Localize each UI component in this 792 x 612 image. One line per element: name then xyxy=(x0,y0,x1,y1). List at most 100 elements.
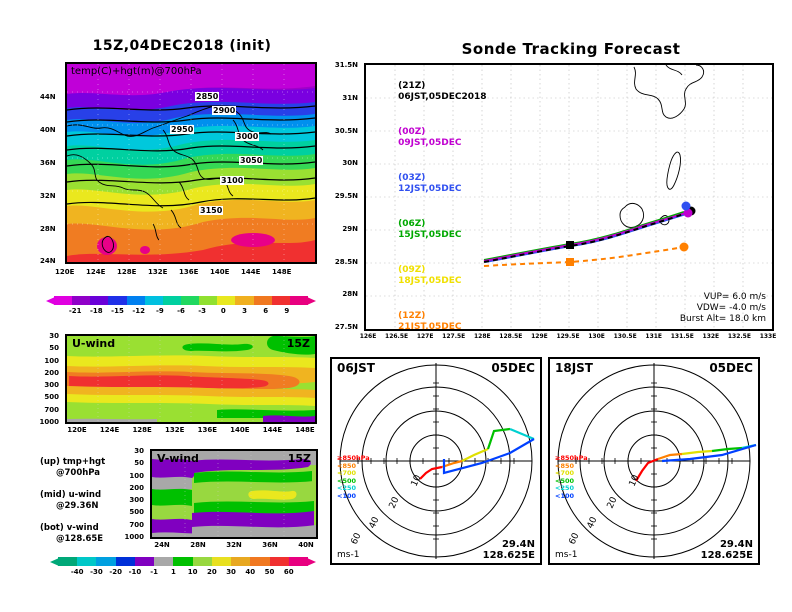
upper-left-lat-tick: 32N xyxy=(40,192,56,200)
colorbar-tick: -10 xyxy=(128,568,142,576)
upper-left-field-label: temp(C)+hgt(m)@700hPa xyxy=(71,66,202,77)
temperature-colorbar xyxy=(46,296,316,306)
sonde-lat-tick: 30.5N xyxy=(334,126,358,135)
v-wind-lat-tick: 28N xyxy=(190,541,206,549)
hodograph-legend-item: <500 xyxy=(555,476,575,485)
hodograph-legend-item: <500 xyxy=(337,476,357,485)
legend-row: (09Z) 18JST,05DEC xyxy=(373,253,487,299)
legend-code: (12Z) xyxy=(398,310,426,321)
legend-row: (06Z) 15JST,05DEC xyxy=(373,207,487,253)
sonde-lon-tick: 126E xyxy=(359,333,377,340)
upper-left-map-frame: temp(C)+hgt(m)@700hPa 2850 2900 2950 300… xyxy=(65,62,317,264)
colorbar-tick: 30 xyxy=(226,568,236,576)
colorbar-segment xyxy=(108,296,127,305)
upper-left-lon-tick: 148E xyxy=(272,268,292,276)
hodograph-left-date: 05DEC xyxy=(491,361,535,375)
svg-text:10: 10 xyxy=(410,473,424,488)
hodograph-left-legend: ≥850hPa <850 <700 <500 <250 <100 xyxy=(337,454,370,500)
hodograph-left-location: 29.4N 128.625E xyxy=(483,539,535,561)
u-wind-lon-tick: 132E xyxy=(165,426,185,434)
v-wind-lat-tick: 24N xyxy=(154,541,170,549)
u-wind-pressure-tick: 500 xyxy=(44,393,59,402)
caption-up-line1: (up) tmp+hgt xyxy=(40,457,106,467)
colorbar-segment xyxy=(250,557,270,566)
upper-left-lat-tick: 36N xyxy=(40,159,56,167)
colorbar-tick: -3 xyxy=(198,307,207,315)
upper-left-lon-tick: 120E xyxy=(55,268,75,276)
colorbar-segment xyxy=(154,557,174,566)
sonde-lat-tick: 31.5N xyxy=(334,61,358,69)
annotation-vup: VUP= 6.0 m/s xyxy=(703,292,766,302)
upper-left-lat-tick: 24N xyxy=(40,257,56,265)
v-wind-lat-tick: 40N xyxy=(298,541,314,549)
u-wind-lon-tick: 124E xyxy=(99,426,120,434)
hodograph-legend-item: <250 xyxy=(337,484,357,492)
contour-label: 3150 xyxy=(199,206,224,215)
caption-bot: (bot) v-wind @128.65E xyxy=(40,523,150,545)
legend-code: (09Z) xyxy=(398,264,426,275)
colorbar-segment xyxy=(115,557,135,566)
colorbar-segment xyxy=(192,557,212,566)
hodograph-left-time: 06JST xyxy=(337,361,375,375)
u-wind-pressure-tick: 300 xyxy=(44,381,59,390)
sonde-lon-tick: 131.5E xyxy=(670,333,694,340)
colorbar-tick: -30 xyxy=(90,568,103,576)
sonde-lat-tick: 29.5N xyxy=(334,192,358,200)
v-wind-pressure-tick: 200 xyxy=(129,483,144,492)
hodograph-legend-item: ≥850hPa xyxy=(337,454,370,462)
hodograph-left-unit: ms-1 xyxy=(337,550,360,560)
colorbar-tick: 10 xyxy=(187,568,198,576)
legend-row: (12Z) 21JST,05DEC xyxy=(373,299,487,331)
sonde-lon-tick: 127.5E xyxy=(442,333,466,340)
svg-text:10: 10 xyxy=(628,473,642,488)
hodograph-right-lon: 128.625E xyxy=(700,550,753,561)
u-wind-pressure-tick: 1000 xyxy=(39,418,59,426)
hodograph-right-unit: ms-1 xyxy=(555,550,578,560)
colorbar-right-arrow xyxy=(307,296,316,305)
u-wind-lon-tick: 136E xyxy=(197,426,217,434)
svg-text:20: 20 xyxy=(606,495,620,510)
sonde-lon-tick: 133E xyxy=(759,333,777,340)
panel-u-wind: U-wind 15Z 30 50 100 200 300 500 700 1000 120E 1… xyxy=(38,332,326,442)
panel-captions: (up) tmp+hgt @700hPa (mid) u-wind @29.36… xyxy=(40,457,150,545)
panel-hodograph-left: 10 20 40 60 06JST 05DEC ms-1 29.4N 128.6… xyxy=(330,357,542,565)
legend-label: 06JST,05DEC2018 xyxy=(398,92,487,102)
colorbar-tick: 50 xyxy=(264,568,275,576)
v-wind-pressure-tick: 1000 xyxy=(124,533,144,541)
upper-left-lat-tick: 28N xyxy=(40,225,56,233)
contour-label: 2900 xyxy=(212,106,237,115)
colorbar-segment xyxy=(58,557,78,566)
colorbar-tick: 6 xyxy=(263,307,269,315)
sonde-lat-tick: 30N xyxy=(342,159,358,168)
colorbar-tick: 1 xyxy=(170,568,176,576)
sonde-lat-tick: 28N xyxy=(342,290,358,299)
colorbar-tick: 0 xyxy=(220,307,226,315)
legend-code: (21Z) xyxy=(398,80,426,91)
sonde-lat-tick: 31N xyxy=(342,93,358,102)
annotation-burst-alt: Burst Alt= 18.0 km xyxy=(679,314,766,324)
sonde-lon-tick: 130.5E xyxy=(613,333,637,340)
upper-left-lon-tick: 132E xyxy=(148,268,168,276)
legend-code: (03Z) xyxy=(398,172,426,183)
colorbar-segment xyxy=(96,557,116,566)
sonde-lon-tick: 130E xyxy=(588,333,605,340)
colorbar-tick: 20 xyxy=(206,568,217,576)
colorbar-tick: 3 xyxy=(242,307,247,315)
v-wind-pressure-tick: 500 xyxy=(129,508,144,517)
v-wind-pressure-tick: 100 xyxy=(129,471,144,480)
annotation-vdw: VDW= -4.0 m/s xyxy=(696,303,766,313)
hodograph-right-date: 05DEC xyxy=(709,361,753,375)
caption-bot-line1: (bot) v-wind xyxy=(40,523,99,533)
u-wind-field-label: U-wind xyxy=(72,337,116,350)
u-wind-pressure-tick: 30 xyxy=(49,332,59,340)
hodograph-right-time: 18JST xyxy=(555,361,593,375)
colorbar-tick: 40 xyxy=(245,568,256,576)
svg-text:20: 20 xyxy=(388,495,402,510)
colorbar-segment xyxy=(253,296,272,305)
legend-label: 21JST,05DEC xyxy=(398,322,462,331)
colorbar-tick: -21 xyxy=(68,307,82,315)
panel-upper-left: 15Z,04DEC2018 (init) xyxy=(38,38,326,330)
hodograph-legend-item: <250 xyxy=(555,484,575,492)
upper-left-lon-tick: 136E xyxy=(179,268,199,276)
sonde-lon-tick: 128E xyxy=(473,333,491,340)
